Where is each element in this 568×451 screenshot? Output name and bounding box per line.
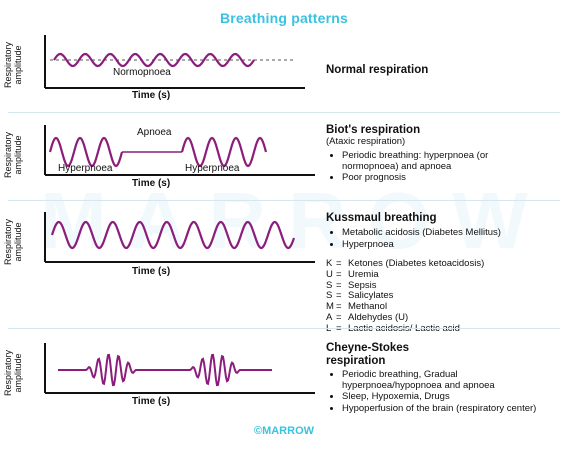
mnemonic-equals: = bbox=[336, 268, 342, 280]
divider bbox=[8, 200, 560, 201]
x-axis-label: Time (s) bbox=[132, 178, 171, 189]
normopnoea-wave bbox=[53, 52, 255, 68]
mnemonic-letter: L bbox=[326, 323, 336, 335]
cheyne-stokes-graph bbox=[44, 343, 315, 394]
hyperpnoea-right-label: Hyperpnoea bbox=[185, 163, 240, 174]
apnoea-label: Apnoea bbox=[137, 127, 172, 138]
mnemonic-equals: = bbox=[336, 301, 342, 313]
bullet-item: Periodic breathing, Gradual hyperpnoea/h… bbox=[342, 369, 542, 391]
kussmaul-wave bbox=[50, 220, 296, 250]
normal-graph bbox=[44, 35, 305, 89]
bullet-item: Sleep, Hypoxemia, Drugs bbox=[342, 391, 542, 403]
mnemonic-text: Sepsis bbox=[348, 279, 377, 291]
biot-subtitle: (Ataxic respiration) bbox=[326, 136, 406, 147]
mnemonic-row: S = Salicylates bbox=[326, 291, 561, 302]
mnemonic-text: Aldehydes (U) bbox=[348, 311, 409, 323]
mnemonic-row: L=Lactic acidosis/ Lactic acid bbox=[326, 322, 561, 335]
cheyne-stokes-wave bbox=[58, 353, 272, 387]
y-axis-label: Respiratory amplitude bbox=[3, 42, 23, 89]
mnemonic-row: U = Uremia bbox=[326, 268, 561, 281]
mnemonic-letter: S bbox=[326, 279, 333, 291]
divider bbox=[8, 328, 560, 329]
bullet-item: Metabolic acidosis (Diabetes Mellitus) bbox=[342, 227, 532, 239]
biot-bullets: Periodic breathing: hyperpnoea (or normo… bbox=[330, 150, 532, 185]
x-axis-label: Time (s) bbox=[132, 90, 171, 101]
mnemonic-text: Uremia bbox=[348, 268, 379, 280]
mnemonic-letter: S bbox=[326, 290, 333, 302]
mnemonic-text: Lactic acidosis/ Lactic acid bbox=[348, 322, 460, 334]
mnemonic-row: A = Aldehydes (U) bbox=[326, 311, 561, 324]
footer-logo: ©MARROW bbox=[253, 425, 315, 437]
bullet-item: Periodic breathing: hyperpnoea (or normo… bbox=[342, 150, 532, 172]
watermark: MARROW bbox=[40, 176, 550, 265]
mnemonic-text: Ketones (Diabetes ketoacidosis) bbox=[348, 258, 485, 269]
mnemonic-letter: A bbox=[326, 311, 333, 323]
mnemonic-text: Salicylates bbox=[348, 290, 394, 302]
kussmaul-mnemonic: K = Ketones (Diabetes ketoacidosis) U = Uremi… bbox=[326, 258, 561, 335]
kussmaul-bullets: Metabolic acidosis (Diabetes Mellitus)Hy… bbox=[330, 227, 532, 251]
mnemonic-row: M = Methanol bbox=[326, 301, 561, 313]
bullet-item: Hypoperfusion of the brain (respiratory … bbox=[342, 403, 542, 415]
hyperpnoea-left-label: Hyperpnoea bbox=[58, 163, 113, 174]
mnemonic-equals: = bbox=[336, 279, 342, 291]
mnemonic-equals: = bbox=[336, 311, 342, 323]
mnemonic-letter: M bbox=[326, 301, 334, 313]
mnemonic-text: Methanol bbox=[348, 301, 388, 313]
divider bbox=[8, 112, 560, 113]
y-axis-label: Respiratory amplitude bbox=[3, 219, 23, 266]
kussmaul-name: Kussmaul breathing bbox=[326, 212, 437, 224]
mnemonic-equals: = bbox=[336, 323, 348, 335]
mnemonic-equals: = bbox=[336, 290, 342, 302]
normopnoea-label: Normopnoea bbox=[113, 67, 171, 78]
mnemonic-equals: = bbox=[336, 258, 342, 269]
page-title: Breathing patterns bbox=[219, 10, 349, 26]
bullet-item: Hyperpnoea bbox=[342, 239, 532, 251]
biot-name: Biot's respiration bbox=[326, 124, 421, 136]
mnemonic-row: S = Sepsis bbox=[326, 279, 561, 292]
kussmaul-graph bbox=[44, 212, 315, 263]
x-axis-label: Time (s) bbox=[132, 266, 171, 277]
cheyne-stokes-name: Cheyne-Stokes respiration bbox=[326, 342, 410, 367]
mnemonic-letter: K bbox=[326, 258, 333, 269]
hyperpnoea-wave-left bbox=[48, 136, 124, 168]
hyperpnoea-wave-right bbox=[180, 136, 268, 168]
y-axis-label: Respiratory amplitude bbox=[3, 350, 23, 397]
x-axis-label: Time (s) bbox=[132, 396, 171, 407]
biot-graph bbox=[44, 125, 315, 176]
bullet-item: Poor prognosis bbox=[342, 172, 532, 184]
normal-name: Normal respiration bbox=[326, 64, 429, 76]
y-axis-label: Respiratory amplitude bbox=[3, 132, 23, 179]
mnemonic-row: K = Ketones (Diabetes ketoacidosis) bbox=[326, 258, 561, 270]
mnemonic-letter: U bbox=[326, 268, 333, 280]
cheyne-stokes-bullets: Periodic breathing, Gradual hyperpnoea/h… bbox=[330, 369, 542, 415]
